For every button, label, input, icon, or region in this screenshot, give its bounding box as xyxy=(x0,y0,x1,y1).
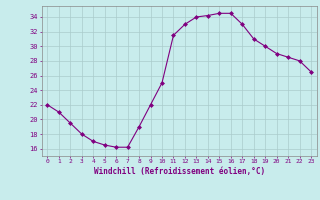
X-axis label: Windchill (Refroidissement éolien,°C): Windchill (Refroidissement éolien,°C) xyxy=(94,167,265,176)
